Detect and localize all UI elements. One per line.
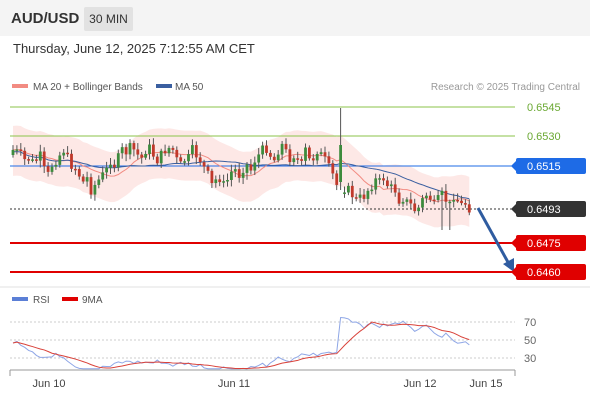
rsi-axis-50: 50: [524, 335, 536, 347]
candlesticks: [11, 108, 471, 230]
ma50-legend-swatch: [156, 84, 172, 88]
ma20-legend-swatch: [12, 84, 28, 88]
rsi-axis-70: 70: [524, 317, 536, 329]
projection-arrow: [476, 207, 514, 272]
rsi-legend-swatch: [12, 297, 28, 301]
ma9-legend-swatch: [62, 297, 78, 301]
symbol-label: AUD/USD: [11, 10, 80, 27]
ma50-legend-label: MA 50: [175, 82, 204, 93]
level-tag-0.6460: 0.6460: [527, 267, 561, 279]
xaxis-label-jun11: Jun 11: [218, 378, 250, 390]
ma9-legend-label: 9MA: [82, 295, 103, 306]
level-tag-0.6545: 0.6545: [527, 102, 561, 114]
level-tags: 0.6545 0.6530 0.6515 0.6493 0.6475 0.6460: [511, 102, 586, 280]
level-tag-0.6475: 0.6475: [527, 238, 561, 250]
rsi-indicator: [12, 316, 470, 370]
level-tag-bg-0.6475: [516, 235, 586, 251]
xaxis-label-jun15: Jun 15: [469, 378, 502, 390]
level-tag-0.6515: 0.6515: [527, 161, 561, 173]
credit-label: Research © 2025 Trading Central: [431, 82, 580, 93]
xaxis-label-jun12: Jun 12: [403, 378, 436, 390]
level-tag-bg-0.6460: [516, 264, 586, 280]
moving-averages: [12, 149, 470, 202]
chart-datetime: Thursday, June 12, 2025 7:12:55 AM CET: [13, 41, 255, 56]
level-lines: [10, 106, 515, 273]
xaxis-label-jun10: Jun 10: [32, 378, 65, 390]
level-tag-0.6493: 0.6493: [527, 204, 561, 216]
timeframe-button[interactable]: 30 MIN: [84, 7, 133, 31]
chart-header: AUD/USD 30 MIN: [0, 0, 590, 36]
level-tag-bg-0.6515: [516, 158, 586, 174]
rsi-axis-30: 30: [524, 353, 536, 365]
ma20-legend-label: MA 20 + Bollinger Bands: [33, 82, 143, 93]
rsi-legend-label: RSI: [33, 295, 50, 306]
level-tag-0.6530: 0.6530: [527, 131, 561, 143]
level-tag-bg-0.6493: [516, 201, 586, 217]
